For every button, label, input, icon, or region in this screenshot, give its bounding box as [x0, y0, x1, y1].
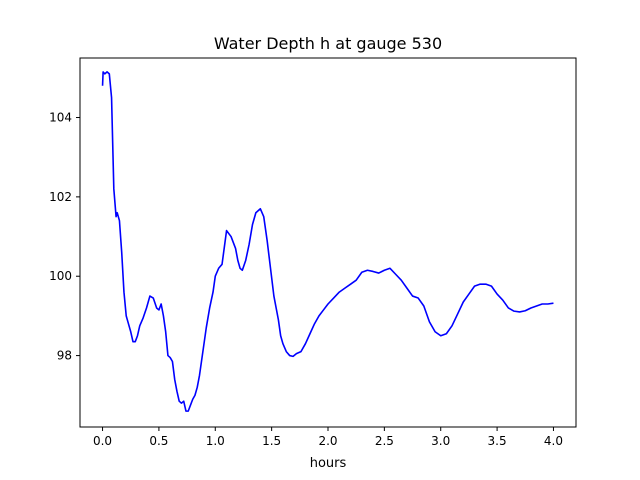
y-axis-ticks: 98 100 102 104	[49, 111, 80, 363]
y-tick-label: 104	[49, 111, 72, 125]
x-tick-label: 2.0	[318, 434, 337, 448]
x-tick-label: 0.5	[149, 434, 168, 448]
x-tick-label: 2.5	[375, 434, 394, 448]
x-tick-label: 0.0	[93, 434, 112, 448]
x-axis-ticks: 0.0 0.5 1.0 1.5 2.0 2.5 3.0 3.5 4.0	[93, 427, 563, 448]
axes-frame	[79, 57, 577, 428]
x-tick-label: 1.5	[262, 434, 281, 448]
y-tick-label: 100	[49, 269, 72, 283]
chart-title: Water Depth h at gauge 530	[214, 34, 442, 53]
x-tick-label: 3.5	[488, 434, 507, 448]
x-axis-label: hours	[310, 456, 347, 471]
series-line-0	[101, 71, 554, 412]
x-tick-label: 4.0	[544, 434, 563, 448]
plot-area	[101, 71, 554, 412]
y-tick-label: 98	[57, 349, 72, 363]
x-tick-label: 3.0	[431, 434, 450, 448]
x-tick-label: 1.0	[206, 434, 225, 448]
y-tick-label: 102	[49, 190, 72, 204]
